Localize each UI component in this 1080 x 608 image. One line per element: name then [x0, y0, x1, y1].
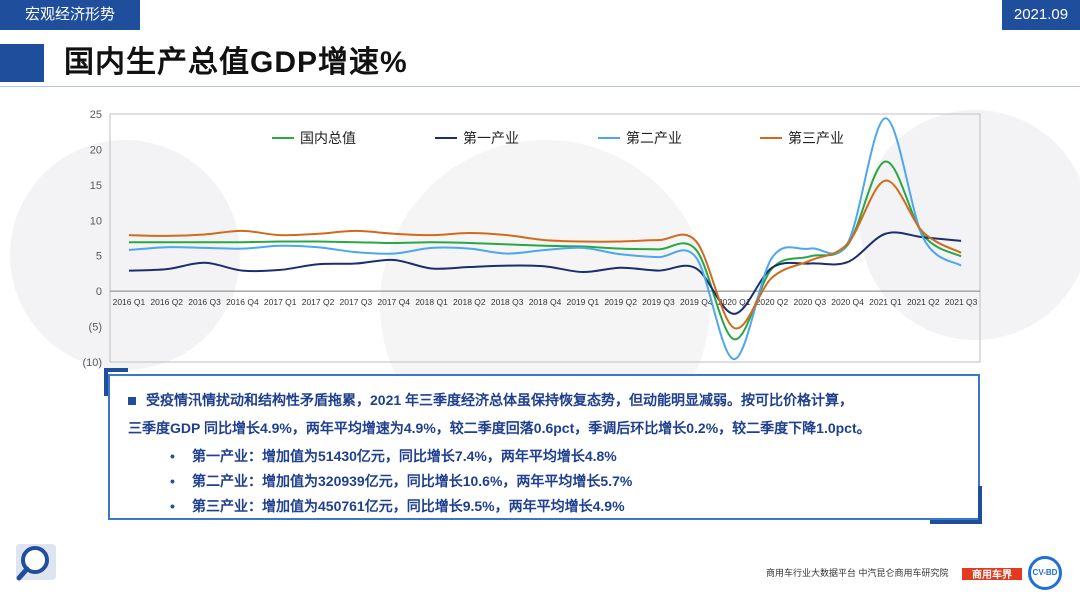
bullet-text-2: 第二产业：增加值为320939亿元，同比增长10.6%，两年平均增长5.7% — [192, 473, 633, 489]
x-tick-label: 2017 Q4 — [377, 297, 410, 307]
series-line-3 — [128, 117, 962, 361]
summary-line-1: 受疫情汛情扰动和结构性矛盾拖累，2021 年三季度经济总体虽保持恢复态势，但动能… — [128, 390, 853, 410]
bullet-text-3: 第三产业：增加值为450761亿元，同比增长9.5%，两年平均增长4.9% — [192, 498, 625, 514]
y-tick-label: 15 — [90, 180, 102, 192]
y-tick-label: 0 — [96, 286, 102, 298]
cvbd-seal-icon: CV-BD — [1028, 556, 1062, 590]
y-tick-label: 20 — [90, 144, 102, 156]
x-tick-label: 2016 Q1 — [113, 297, 146, 307]
x-tick-label: 2020 Q2 — [756, 297, 789, 307]
series-line-2 — [128, 231, 962, 315]
y-tick-label: 25 — [90, 109, 102, 121]
title-accent-bar — [0, 44, 44, 82]
x-tick-label: 2017 Q2 — [302, 297, 335, 307]
x-tick-label: 2018 Q3 — [491, 297, 524, 307]
summary-line-2: 三季度GDP 同比增长4.9%，两年平均增速为4.9%，较二季度回落0.6pct… — [128, 420, 871, 436]
bullet-tertiary-industry: • 第三产业：增加值为450761亿元，同比增长9.5%，两年平均增长4.9% — [170, 496, 625, 516]
dot-bullet-icon: • — [170, 498, 175, 514]
frame-corner-bottom-right-h — [930, 520, 982, 524]
page-title: 国内生产总值GDP增速% — [64, 46, 408, 79]
x-tick-label: 2020 Q1 — [718, 297, 751, 307]
y-tick-label: (10) — [82, 357, 102, 369]
x-tick-label: 2020 Q4 — [831, 297, 864, 307]
dot-bullet-icon: • — [170, 448, 175, 464]
x-tick-label: 2019 Q4 — [680, 297, 713, 307]
legend-label: 第三产业 — [788, 130, 844, 147]
legend-label: 第二产业 — [626, 130, 682, 147]
search-icon — [16, 544, 56, 581]
frame-corner-top-left — [104, 368, 108, 396]
x-tick-label: 2018 Q4 — [529, 297, 562, 307]
svg-text:商用车界: 商用车界 — [972, 568, 1012, 581]
x-tick-label: 2017 Q3 — [340, 297, 373, 307]
x-tick-label: 2018 Q1 — [415, 297, 448, 307]
date-tag: 2021.09 — [1002, 0, 1080, 30]
y-tick-label: (5) — [89, 322, 102, 334]
x-tick-label: 2018 Q2 — [453, 297, 486, 307]
x-tick-label: 2017 Q1 — [264, 297, 297, 307]
y-tick-label: 10 — [90, 215, 102, 227]
title-divider — [0, 86, 1080, 87]
x-tick-label: 2021 Q3 — [945, 297, 978, 307]
series-line-4 — [128, 179, 962, 330]
brand-logo-icon: 商用车界 — [962, 568, 1022, 581]
top-bar: 宏观经济形势 2021.09 — [0, 0, 1080, 30]
bullet-secondary-industry: • 第二产业：增加值为320939亿元，同比增长10.6%，两年平均增长5.7% — [170, 471, 632, 491]
summary-box: 受疫情汛情扰动和结构性矛盾拖累，2021 年三季度经济总体虽保持恢复态势，但动能… — [108, 374, 980, 520]
x-tick-label: 2016 Q2 — [150, 297, 183, 307]
bullet-primary-industry: • 第一产业：增加值为51430亿元，同比增长7.4%，两年平均增长4.8% — [170, 446, 617, 466]
x-tick-label: 2019 Q3 — [642, 297, 675, 307]
legend-label: 第一产业 — [463, 130, 519, 147]
x-tick-label: 2019 Q1 — [567, 297, 600, 307]
dot-bullet-icon: • — [170, 473, 175, 489]
plot-frame — [109, 113, 981, 363]
bullet-text-1: 第一产业：增加值为51430亿元，同比增长7.4%，两年平均增长4.8% — [192, 448, 617, 464]
section-tag: 宏观经济形势 — [0, 0, 140, 30]
frame-corner-bottom-right — [978, 486, 982, 524]
watermark-circle-left — [10, 140, 240, 370]
x-tick-label: 2019 Q2 — [604, 297, 637, 307]
y-tick-label: 5 — [96, 251, 102, 263]
x-tick-label: 2020 Q3 — [793, 297, 826, 307]
frame-corner-top-left-h — [104, 368, 128, 372]
x-tick-label: 2021 Q1 — [869, 297, 902, 307]
square-bullet-icon — [128, 397, 136, 406]
summary-text-1: 受疫情汛情扰动和结构性矛盾拖累，2021 年三季度经济总体虽保持恢复态势，但动能… — [146, 392, 854, 408]
x-tick-label: 2016 Q4 — [226, 297, 259, 307]
x-tick-label: 2021 Q2 — [907, 297, 940, 307]
watermark-circle-right — [860, 110, 1080, 340]
footer-credits: 商用车行业大数据平台 中汽昆仑商用车研究院 — [766, 568, 949, 578]
x-tick-label: 2016 Q3 — [188, 297, 221, 307]
gdp-growth-chart: 25 20 15 10 5 0 (5) (10) 2016 Q1 2016 Q2 2016 Q3 2… — [82, 109, 981, 369]
legend-label: 国内总值 — [300, 131, 356, 147]
